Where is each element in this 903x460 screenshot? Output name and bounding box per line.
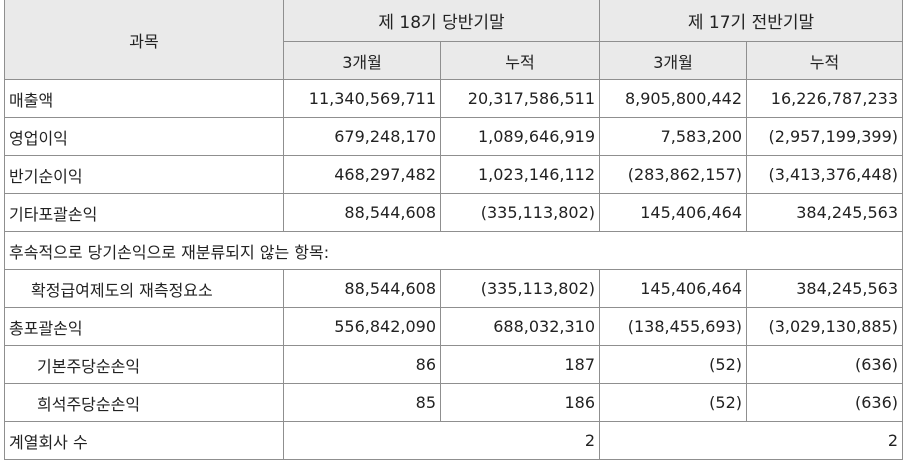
table-row-diluted-eps: 희석주당순손익 85 186 (52) (636) — [4, 383, 903, 422]
cell-value: (3,413,376,448) — [746, 155, 903, 194]
cell-value: (636) — [746, 383, 903, 422]
row-label: 확정급여제도의 재측정요소 — [4, 269, 284, 308]
cell-value: 384,245,563 — [746, 193, 903, 232]
cell-value: 186 — [440, 383, 600, 422]
cell-value: 88,544,608 — [283, 193, 441, 232]
cell-value: 86 — [283, 345, 441, 384]
header-row-periods: 과목 제 18기 당반기말 제 17기 전반기말 — [4, 0, 903, 80]
header-3months-current: 3개월 — [283, 41, 441, 80]
cell-value: (52) — [599, 383, 747, 422]
cell-value: 145,406,464 — [599, 193, 747, 232]
table-row-net-income: 반기순이익 468,297,482 1,023,146,112 (283,862… — [4, 155, 903, 194]
row-label: 계열회사 수 — [4, 421, 284, 460]
header-cumulative-prior: 누적 — [746, 41, 903, 80]
cell-value: 11,340,569,711 — [283, 79, 441, 118]
cell-value: 88,544,608 — [283, 269, 441, 308]
cell-value: 1,089,646,919 — [440, 117, 600, 156]
cell-value: 85 — [283, 383, 441, 422]
cell-value: 2 — [283, 421, 600, 460]
cell-value: 7,583,200 — [599, 117, 747, 156]
cell-value: (138,455,693) — [599, 307, 747, 346]
table-row-revenue: 매출액 11,340,569,711 20,317,586,511 8,905,… — [4, 79, 903, 118]
section-label: 후속적으로 당기손익으로 재분류되지 않는 항목: — [4, 231, 903, 270]
row-label: 총포괄손익 — [4, 307, 284, 346]
header-period-prior: 제 17기 전반기말 — [599, 0, 903, 42]
cell-value: 384,245,563 — [746, 269, 903, 308]
cell-value: (283,862,157) — [599, 155, 747, 194]
header-3months-prior: 3개월 — [599, 41, 747, 80]
table-row-section-not-reclassified: 후속적으로 당기손익으로 재분류되지 않는 항목: — [4, 231, 903, 270]
row-label: 기본주당순손익 — [4, 345, 284, 384]
cell-value: (636) — [746, 345, 903, 384]
table-row-total-comprehensive-income: 총포괄손익 556,842,090 688,032,310 (138,455,6… — [4, 307, 903, 346]
cell-value: 187 — [440, 345, 600, 384]
table-row-affiliates-count: 계열회사 수 2 2 — [4, 421, 903, 460]
cell-value: 145,406,464 — [599, 269, 747, 308]
cell-value: 8,905,800,442 — [599, 79, 747, 118]
cell-value: 468,297,482 — [283, 155, 441, 194]
cell-value: (52) — [599, 345, 747, 384]
row-label: 기타포괄손익 — [4, 193, 284, 232]
cell-value: 1,023,146,112 — [440, 155, 600, 194]
cell-value: (2,957,199,399) — [746, 117, 903, 156]
table-row-basic-eps: 기본주당순손익 86 187 (52) (636) — [4, 345, 903, 384]
cell-value: 688,032,310 — [440, 307, 600, 346]
financial-summary-table: 과목 제 18기 당반기말 제 17기 전반기말 3개월 누적 3개월 누적 매… — [4, 0, 903, 460]
header-item: 과목 — [4, 0, 284, 80]
cell-value: 679,248,170 — [283, 117, 441, 156]
table-row-other-comprehensive-income: 기타포괄손익 88,544,608 (335,113,802) 145,406,… — [4, 193, 903, 232]
row-label: 반기순이익 — [4, 155, 284, 194]
header-period-current: 제 18기 당반기말 — [283, 0, 600, 42]
cell-value: 2 — [599, 421, 903, 460]
row-label: 영업이익 — [4, 117, 284, 156]
header-row-sub: 3개월 누적 3개월 누적 — [5, 41, 903, 80]
row-label: 매출액 — [4, 79, 284, 118]
cell-value: 556,842,090 — [283, 307, 441, 346]
cell-value: 20,317,586,511 — [440, 79, 600, 118]
row-label: 희석주당순손익 — [4, 383, 284, 422]
table-row-remeasurement: 확정급여제도의 재측정요소 88,544,608 (335,113,802) 1… — [4, 269, 903, 308]
cell-value: (335,113,802) — [440, 269, 600, 308]
cell-value: (335,113,802) — [440, 193, 600, 232]
cell-value: 16,226,787,233 — [746, 79, 903, 118]
table-row-operating-income: 영업이익 679,248,170 1,089,646,919 7,583,200… — [4, 117, 903, 156]
cell-value: (3,029,130,885) — [746, 307, 903, 346]
header-cumulative-current: 누적 — [440, 41, 600, 80]
